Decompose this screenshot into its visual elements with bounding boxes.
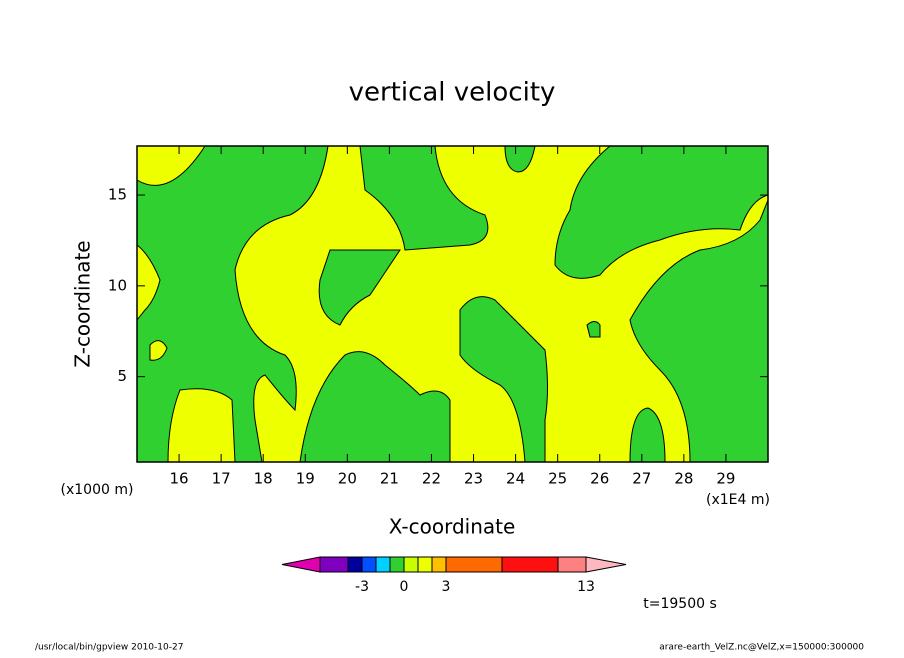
colorbar-box xyxy=(501,556,559,573)
colorbar-box xyxy=(557,556,587,573)
colorbar-box xyxy=(403,556,419,573)
colorbar-tick-label: -3 xyxy=(355,579,369,595)
contour-region xyxy=(586,321,601,338)
chart-title: vertical velocity xyxy=(349,78,556,108)
colorbar-box xyxy=(445,556,503,573)
colorbar-box xyxy=(375,556,391,573)
contour-region xyxy=(136,145,329,463)
x-tick-label: 23 xyxy=(464,470,483,488)
annotation: t=19500 s xyxy=(643,596,717,612)
contour-region xyxy=(149,340,168,361)
contour-region xyxy=(299,351,451,463)
x-axis-label: X-coordinate xyxy=(389,515,516,539)
x-tick-label: 20 xyxy=(338,470,357,488)
colorbar-under xyxy=(281,556,321,573)
contour-region xyxy=(629,407,666,463)
colorbar-tick-label: 13 xyxy=(577,579,595,595)
x-tick-label: 24 xyxy=(506,470,525,488)
y-axis-label: Z-coordinate xyxy=(71,240,95,367)
y-unit: (x1000 m) xyxy=(61,482,134,498)
x-tick-label: 17 xyxy=(212,470,231,488)
contour-region xyxy=(504,145,536,173)
x-tick-label: 16 xyxy=(170,470,189,488)
contour-region xyxy=(136,243,161,322)
plot-frame xyxy=(136,145,769,463)
x-tick-label: 18 xyxy=(254,470,273,488)
colorbar-box xyxy=(431,556,447,573)
footer-left: /usr/local/bin/gpview 2010-10-27 xyxy=(35,643,183,653)
colorbar-tick-label: 0 xyxy=(400,579,409,595)
y-tick-label: 5 xyxy=(117,367,127,385)
colorbar-over xyxy=(585,556,627,573)
colorbar-box xyxy=(347,556,363,573)
x-tick-label: 19 xyxy=(296,470,315,488)
x-tick-label: 28 xyxy=(674,470,693,488)
footer-right: arare-earth_VelZ.nc@VelZ,x=150000:300000 xyxy=(659,643,864,653)
colorbar-box xyxy=(389,556,405,573)
contour-field xyxy=(136,145,769,463)
colorbar-box xyxy=(361,556,377,573)
colorbar-tick-label: 3 xyxy=(442,579,451,595)
y-tick-label: 15 xyxy=(108,186,127,204)
colorbar-box xyxy=(319,556,349,573)
x-tick-label: 21 xyxy=(380,470,399,488)
y-tick-label: 10 xyxy=(108,276,127,294)
x-tick-label: 27 xyxy=(632,470,651,488)
x-tick-label: 25 xyxy=(548,470,567,488)
x-tick-label: 26 xyxy=(590,470,609,488)
contour-region xyxy=(359,145,489,251)
contour-region xyxy=(459,296,548,463)
x-tick-label: 22 xyxy=(422,470,441,488)
colorbar-box xyxy=(417,556,433,573)
x-tick-label: 29 xyxy=(716,470,735,488)
x-unit: (x1E4 m) xyxy=(706,492,770,508)
contour-region xyxy=(318,249,401,326)
